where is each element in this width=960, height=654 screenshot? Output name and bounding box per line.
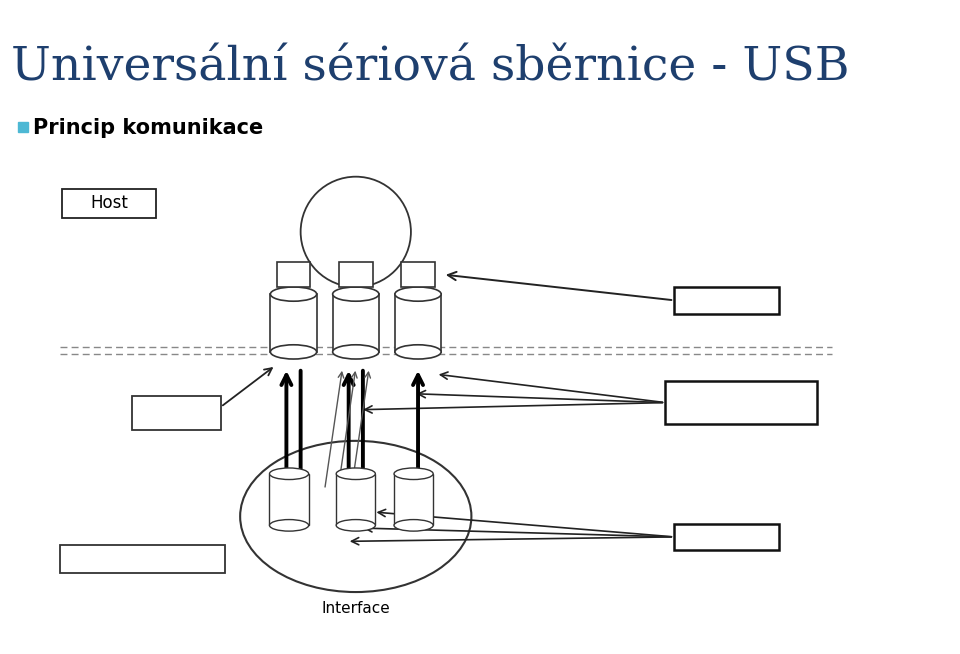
FancyBboxPatch shape (401, 262, 435, 287)
Bar (333, 294, 379, 352)
Text: Client
Software: Client Software (322, 214, 390, 250)
Ellipse shape (395, 345, 442, 359)
Text: Buffers: Buffers (692, 291, 761, 309)
Ellipse shape (336, 468, 375, 479)
Ellipse shape (336, 519, 375, 531)
Bar (270, 473, 308, 525)
Text: Communication
Flows: Communication Flows (681, 385, 801, 420)
Ellipse shape (394, 468, 433, 479)
FancyBboxPatch shape (132, 396, 221, 430)
Ellipse shape (395, 287, 442, 301)
FancyBboxPatch shape (60, 545, 225, 574)
FancyBboxPatch shape (276, 262, 310, 287)
FancyBboxPatch shape (665, 381, 817, 424)
FancyBboxPatch shape (62, 189, 156, 218)
Text: Pipes: Pipes (155, 404, 198, 422)
Text: USB Logical Device: USB Logical Device (69, 551, 217, 566)
Text: Universální sériová sběrnice - USB: Universální sériová sběrnice - USB (11, 45, 850, 90)
Text: Interface: Interface (322, 600, 390, 615)
Ellipse shape (271, 287, 317, 301)
Ellipse shape (270, 468, 308, 479)
Bar (395, 294, 442, 352)
Ellipse shape (271, 345, 317, 359)
Bar (336, 473, 375, 525)
Ellipse shape (240, 441, 471, 592)
Ellipse shape (394, 519, 433, 531)
Bar (18, 122, 28, 132)
FancyBboxPatch shape (674, 524, 780, 550)
FancyBboxPatch shape (339, 262, 372, 287)
FancyBboxPatch shape (674, 287, 780, 314)
Text: Host: Host (90, 194, 128, 213)
Ellipse shape (333, 345, 379, 359)
Text: Endpoints: Endpoints (680, 528, 774, 546)
Bar (271, 294, 317, 352)
Circle shape (300, 177, 411, 287)
Ellipse shape (333, 287, 379, 301)
Bar (394, 473, 433, 525)
Ellipse shape (270, 519, 308, 531)
Text: Princip komunikace: Princip komunikace (33, 118, 263, 138)
